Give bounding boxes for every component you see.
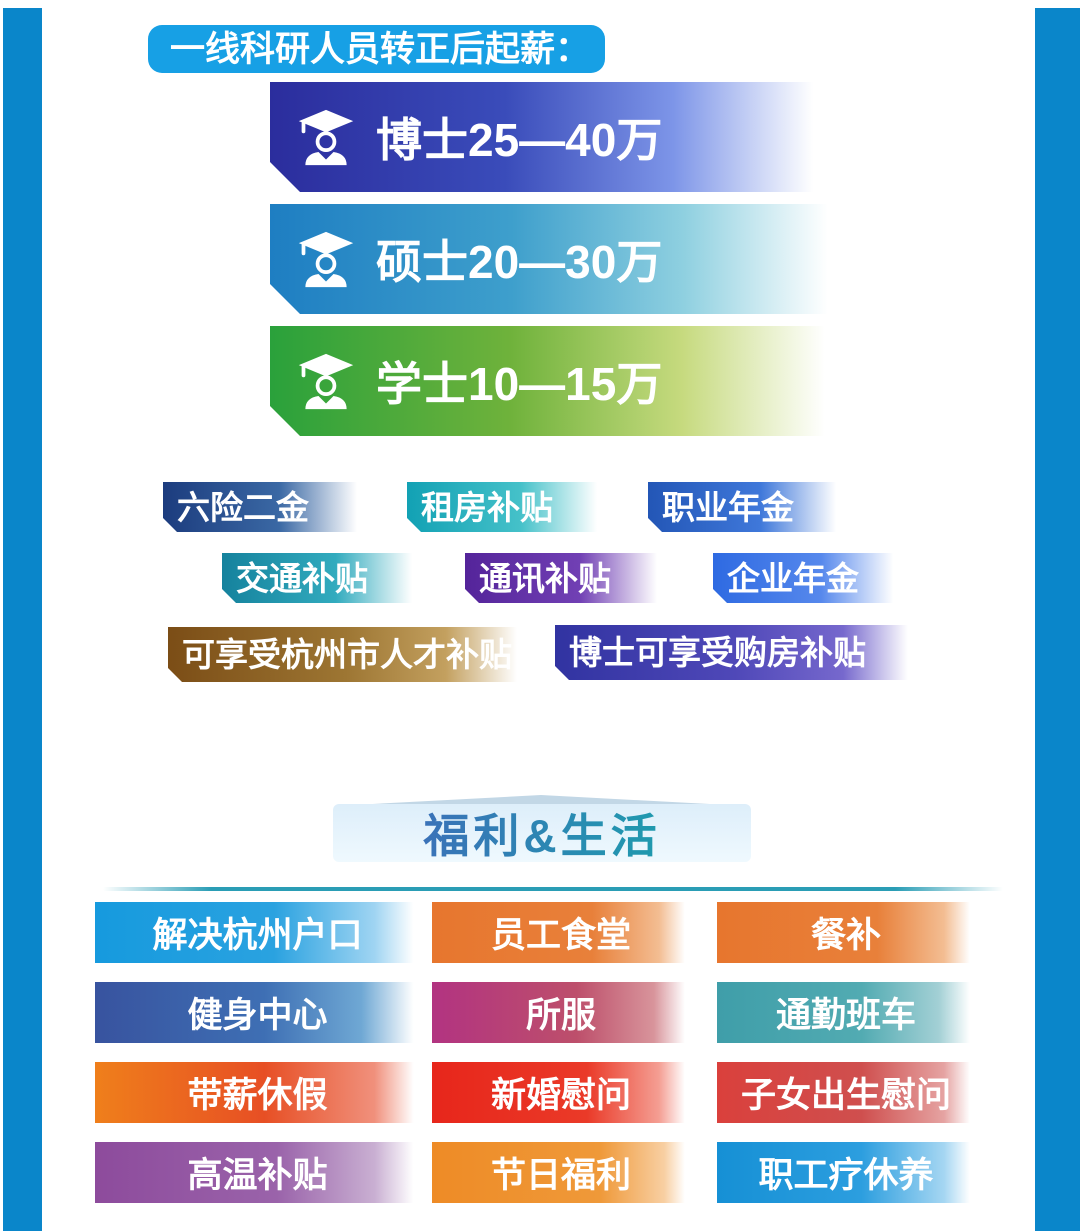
- chip-transport-subsidy: 交通补贴: [222, 553, 418, 603]
- chip-enterprise-annuity: 企业年金: [713, 553, 899, 603]
- welfare-item-meal-subsidy: 餐补: [717, 902, 975, 963]
- salary-bar-label: 博士25—40万: [376, 114, 663, 166]
- welfare-item-childbirth-gift: 子女出生慰问: [717, 1062, 975, 1123]
- salary-bar-label: 学士10—15万: [376, 358, 663, 410]
- chip-housing-rental-subsidy: 租房补贴: [407, 482, 603, 532]
- salary-bar-label: 硕士20—30万: [376, 236, 663, 288]
- welfare-item-recuperation: 职工疗休养: [717, 1142, 975, 1203]
- welfare-item-gym: 健身中心: [95, 982, 420, 1043]
- welfare-section-title: 福利&生活: [423, 800, 660, 866]
- left-border-stripe: [3, 8, 42, 1231]
- welfare-item-canteen: 员工食堂: [432, 902, 690, 963]
- chip-phd-home-purchase-subsidy: 博士可享受购房补贴: [555, 625, 915, 680]
- salary-bar-master: 硕士20—30万: [270, 204, 845, 314]
- salary-bar-bachelor: 学士10—15万: [270, 326, 842, 436]
- graduate-icon: [296, 229, 356, 289]
- welfare-item-hukou: 解决杭州户口: [95, 902, 420, 963]
- chip-social-insurance: 六险二金: [163, 482, 363, 532]
- section-divider: [103, 887, 1003, 891]
- welfare-item-shuttle-bus: 通勤班车: [717, 982, 975, 1043]
- ribbon-peak: [335, 795, 747, 806]
- welfare-item-holiday-benefits: 节日福利: [432, 1142, 690, 1203]
- salary-section-title: 一线科研人员转正后起薪：: [148, 25, 605, 73]
- welfare-item-wedding-gift: 新婚慰问: [432, 1062, 690, 1123]
- chip-occupational-pension: 职业年金: [648, 482, 842, 532]
- welfare-item-paid-leave: 带薪休假: [95, 1062, 420, 1123]
- right-border-stripe: [1035, 8, 1080, 1231]
- graduate-icon: [296, 107, 356, 167]
- chip-hangzhou-talent-subsidy: 可享受杭州市人才补贴: [168, 627, 524, 682]
- welfare-item-uniform: 所服: [432, 982, 690, 1043]
- salary-bar-phd: 博士25—40万: [270, 82, 830, 192]
- chip-communication-subsidy: 通讯补贴: [465, 553, 663, 603]
- graduate-icon: [296, 351, 356, 411]
- welfare-item-high-temp-subsidy: 高温补贴: [95, 1142, 420, 1203]
- welfare-section-header: 福利&生活: [333, 804, 751, 862]
